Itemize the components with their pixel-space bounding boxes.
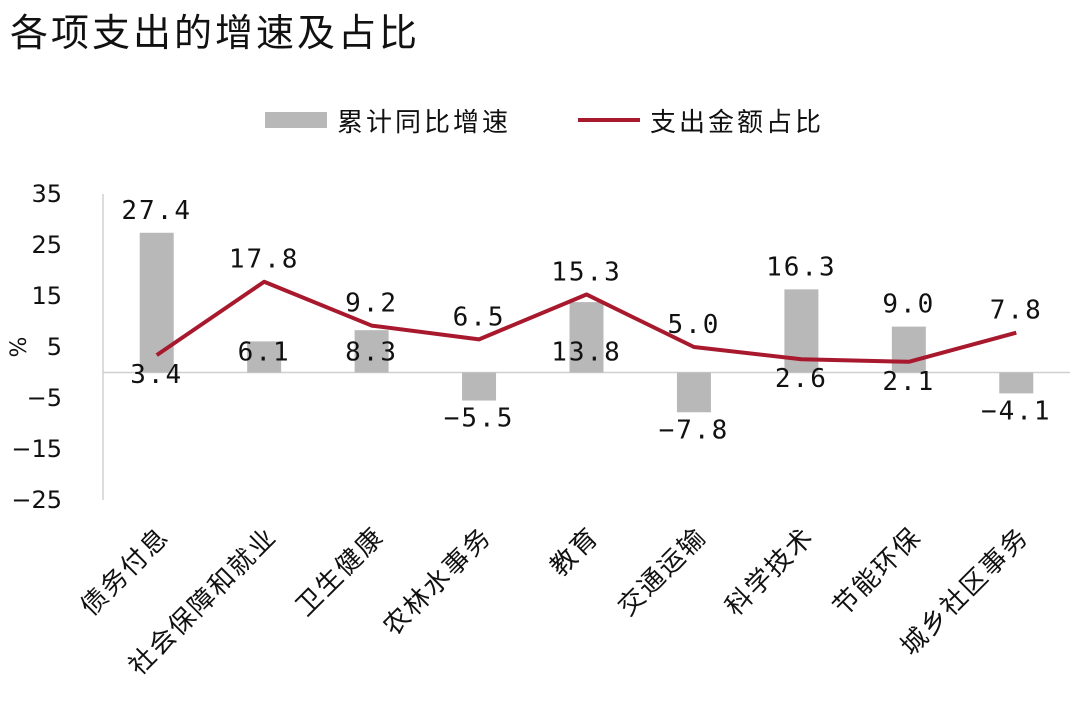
y-tick-label: 15 bbox=[31, 282, 62, 310]
bar-value-label: 16.3 bbox=[766, 252, 837, 282]
chart-title: 各项支出的增速及占比 bbox=[10, 11, 421, 55]
bar-value-label: −4.1 bbox=[981, 396, 1052, 426]
line-value-label: 17.8 bbox=[229, 245, 300, 275]
y-tick-label: 35 bbox=[31, 180, 62, 208]
line-series bbox=[155, 279, 1017, 364]
line-value-label: 5.0 bbox=[667, 310, 720, 340]
legend: 累计同比增速 支出金额占比 bbox=[0, 98, 1080, 142]
bar bbox=[999, 372, 1034, 394]
bar-value-label: −5.5 bbox=[444, 404, 515, 434]
line-value-label: 2.6 bbox=[775, 364, 828, 394]
y-tick-label: −25 bbox=[11, 486, 62, 514]
category-label: 科学技术 bbox=[720, 522, 820, 622]
bar bbox=[891, 326, 926, 373]
legend-item-bar: 累计同比增速 bbox=[265, 98, 511, 142]
bar-value-label: 13.8 bbox=[551, 338, 622, 368]
category-label: 交通运输 bbox=[612, 522, 712, 622]
line-value-label: 2.1 bbox=[882, 367, 935, 397]
category-label: 农林水事务 bbox=[378, 522, 498, 642]
legend-swatch-bar bbox=[265, 112, 327, 128]
category-label: 卫生健康 bbox=[290, 522, 390, 622]
y-tick-label: −15 bbox=[11, 435, 62, 463]
legend-label-bar: 累计同比增速 bbox=[337, 107, 512, 138]
bar bbox=[676, 372, 711, 413]
category-label: 债务付息 bbox=[75, 522, 175, 622]
category-label: 节能环保 bbox=[827, 522, 927, 622]
y-axis-unit-label: % bbox=[7, 337, 32, 358]
category-label: 教育 bbox=[545, 522, 606, 583]
y-tick-label: 5 bbox=[47, 333, 62, 361]
bar bbox=[247, 341, 282, 373]
legend-swatch-line bbox=[578, 118, 640, 122]
bar bbox=[569, 302, 604, 373]
bar-value-label: 8.3 bbox=[345, 338, 398, 368]
y-tick-label: −5 bbox=[27, 384, 62, 412]
y-tick-label: 25 bbox=[31, 231, 62, 259]
bar-value-label: 27.4 bbox=[121, 196, 192, 226]
line-value-label: 6.5 bbox=[453, 302, 506, 332]
line-value-label: 7.8 bbox=[990, 296, 1043, 326]
bar-value-label: 9.0 bbox=[882, 290, 935, 320]
bar bbox=[139, 232, 174, 373]
bar-value-label: −7.8 bbox=[659, 415, 730, 445]
line-value-label: 3.4 bbox=[130, 360, 183, 390]
line-value-label: 15.3 bbox=[551, 257, 622, 287]
bar-value-label: 6.1 bbox=[238, 338, 291, 368]
legend-item-line: 支出金额占比 bbox=[578, 98, 824, 142]
bar bbox=[354, 330, 389, 373]
legend-label-line: 支出金额占比 bbox=[650, 107, 825, 138]
line-value-label: 9.2 bbox=[345, 289, 398, 319]
bar bbox=[462, 372, 497, 401]
